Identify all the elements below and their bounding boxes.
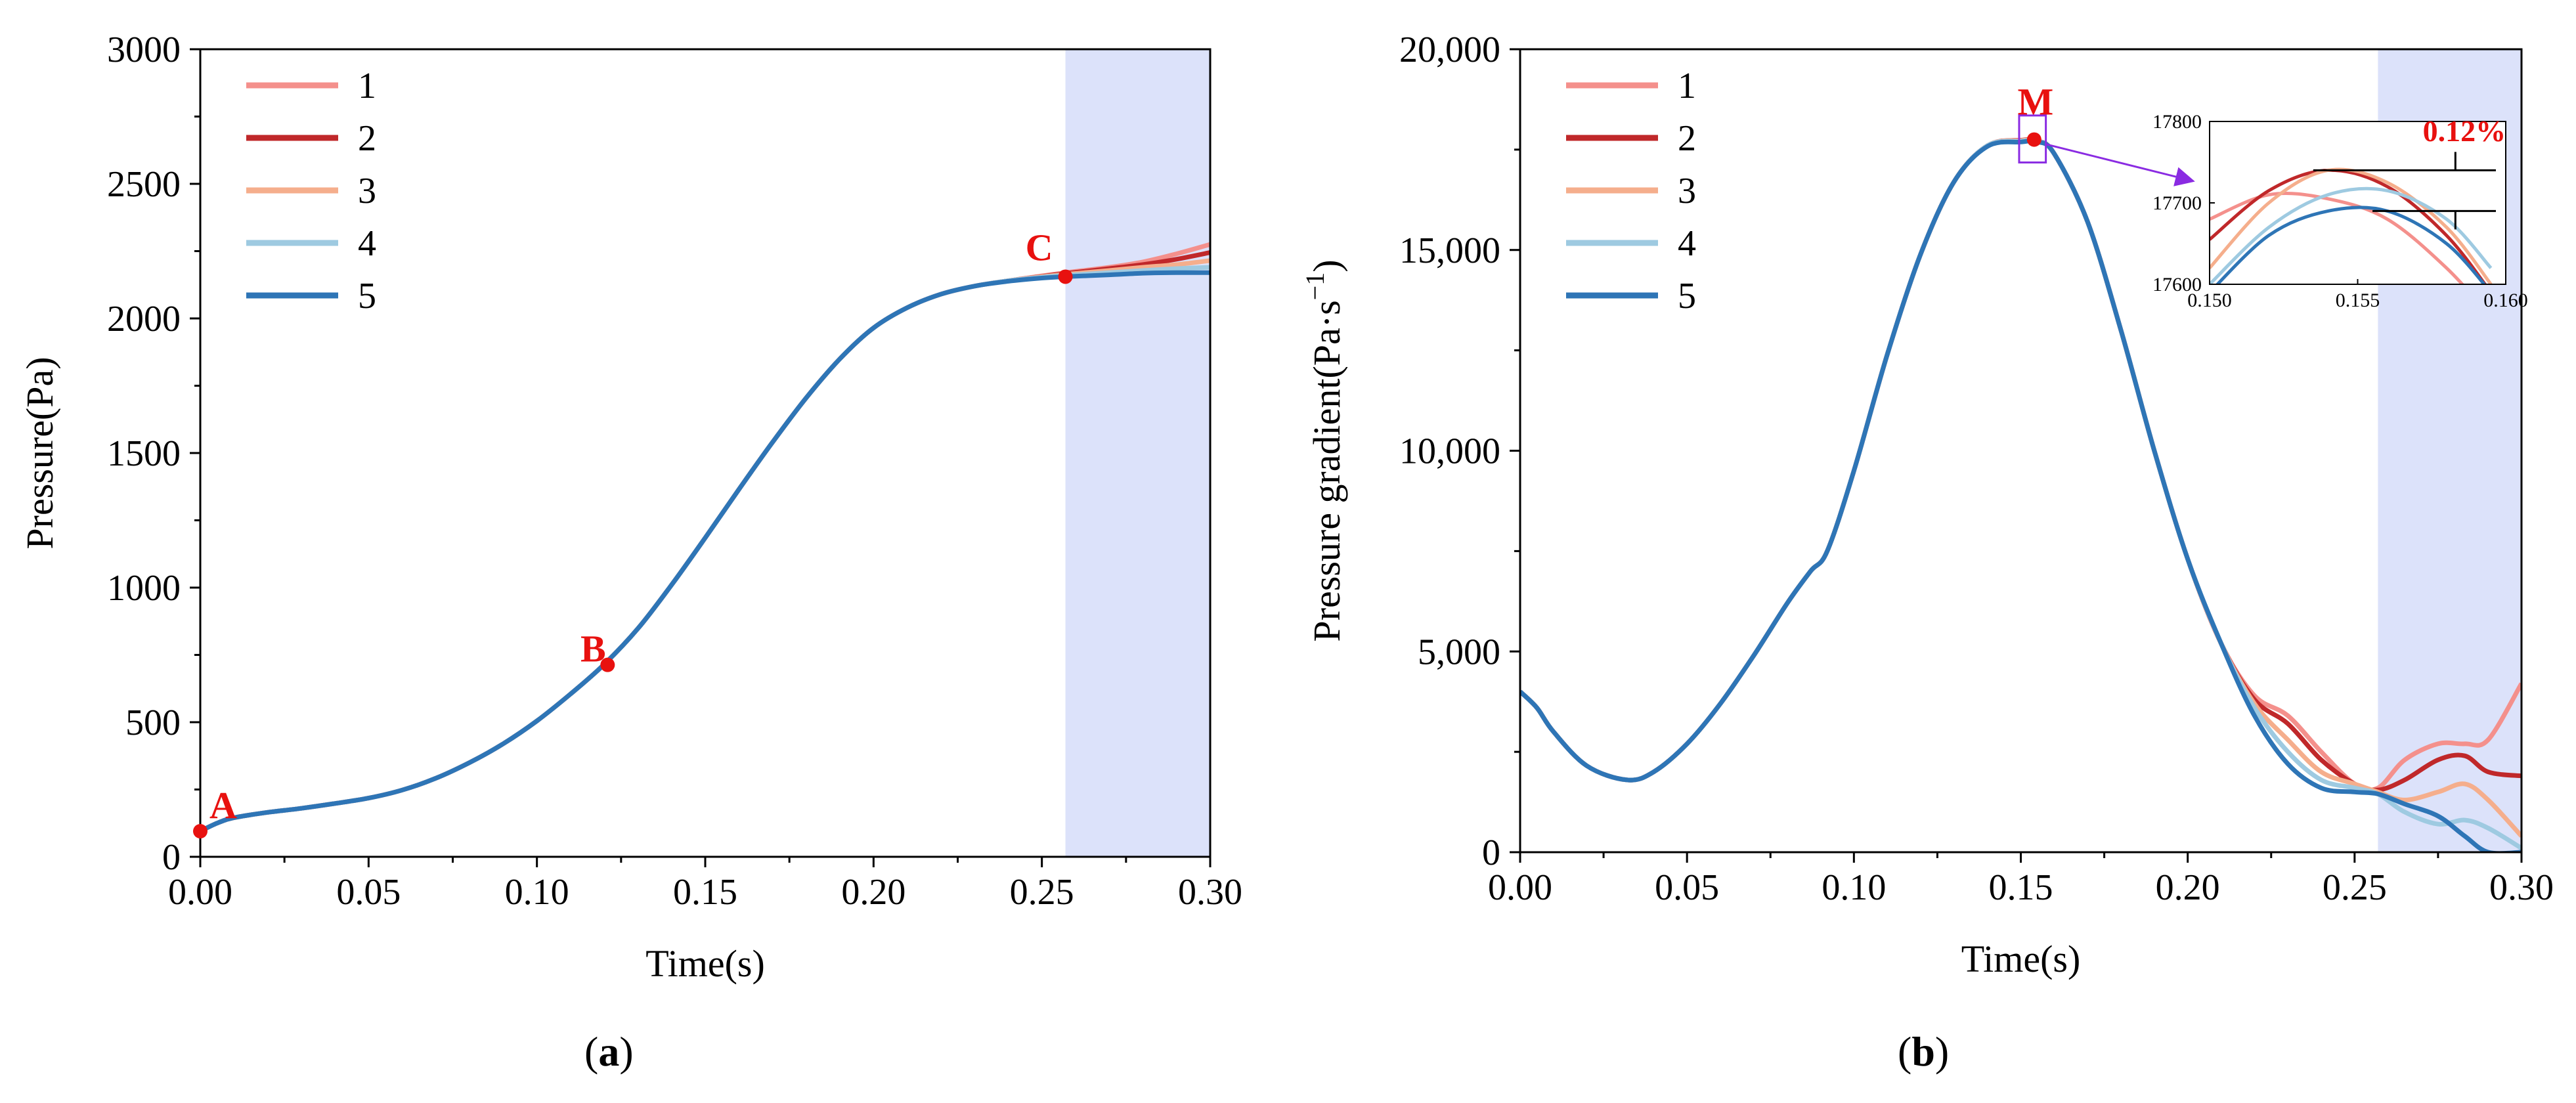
x-tick-label: 0.00: [1488, 867, 1552, 908]
point-label-C: C: [1026, 226, 1053, 269]
point-marker-M: [2026, 132, 2041, 147]
x-tick-label: 0.25: [2323, 867, 2387, 908]
panel-label-b-open: (: [1898, 1028, 1912, 1075]
legend-label-4: 4: [1678, 223, 1696, 264]
series-line-5: [1520, 138, 2521, 852]
y-tick-label: 0: [162, 837, 181, 878]
x-tick-label: 0.10: [1822, 867, 1886, 908]
x-tick-label: 0.00: [168, 872, 232, 913]
legend-label-3: 3: [1678, 171, 1696, 211]
point-marker-B: [600, 657, 615, 672]
x-tick-label: 0.25: [1010, 872, 1074, 913]
point-marker-A: [193, 824, 207, 839]
inset-y-tick-label: 17600: [2152, 274, 2202, 295]
legend-label-2: 2: [1678, 118, 1696, 159]
panel-label-a-open: (: [584, 1028, 599, 1075]
inset-percent-annotation: 0.12%: [2423, 114, 2506, 148]
shaded-region: [1065, 49, 1210, 857]
series-line-3: [200, 258, 1210, 834]
y-tick-label: 0: [1482, 833, 1500, 873]
inset-y-tick-label: 17700: [2152, 192, 2202, 214]
y-axis-label: Pressure(Pa): [18, 357, 61, 549]
b-series-group: [1520, 137, 2521, 852]
y-axis-label: Pressure gradient(Pa·s−1): [1300, 259, 1348, 641]
x-tick-label: 0.20: [841, 872, 906, 913]
y-tick-label: 1500: [107, 433, 181, 474]
chart-pressure: 0.00 0.05 0.10 0.15 0.20 0.25 0.30 0 500 1000 1500…: [18, 30, 1242, 985]
y-tick-label: 500: [125, 703, 181, 743]
x-tick-label: 0.30: [1178, 872, 1242, 913]
y-tick-label: 20,000: [1399, 30, 1500, 70]
inset-y-tick-label: 17800: [2152, 111, 2202, 133]
chart-pressure-gradient: 0.00 0.05 0.10 0.15 0.20 0.25 0.30 0 5,000 10,000…: [1300, 30, 2554, 980]
y-tick-label: 15,000: [1399, 230, 1500, 271]
inset-x-tick-label: 0.160: [2483, 290, 2528, 311]
y-tick-label: 2500: [107, 164, 181, 205]
panel-label-a: (a): [584, 1027, 634, 1076]
y-tick-label: 1000: [107, 568, 181, 609]
x-tick-label: 0.10: [505, 872, 569, 913]
x-tick-label: 0.30: [2489, 867, 2554, 908]
point-marker-C: [1058, 269, 1073, 284]
point-label-A: A: [209, 784, 237, 827]
y-axis-label-text: Pressure(Pa): [18, 357, 61, 549]
legend-label-5: 5: [1678, 276, 1696, 316]
zoom-arrow: [2045, 143, 2195, 186]
y-axis-label-superscript: −1: [1300, 272, 1330, 301]
point-label-M: M: [2017, 81, 2053, 123]
zoom-box: [2018, 114, 2047, 163]
x-axis-label: Time(s): [645, 942, 765, 985]
legend-label-1: 1: [358, 66, 376, 106]
x-tick-label: 0.05: [336, 872, 401, 913]
legend-label-5: 5: [358, 276, 376, 316]
inset-series-line-2: [2210, 168, 2487, 284]
panel-label-b-close: ): [1934, 1028, 1950, 1075]
panel-label-a-letter: a: [598, 1028, 620, 1075]
a-series-group: [200, 242, 1210, 834]
plot-frame: [199, 48, 1212, 858]
panel-label-a-close: ): [619, 1028, 634, 1075]
inset-x-tick-label: 0.150: [2187, 290, 2232, 311]
legend-label-1: 1: [1678, 66, 1696, 106]
x-tick-label: 0.05: [1655, 867, 1719, 908]
y-axis-label-close: ): [1305, 259, 1348, 272]
panel-label-b: (b): [1898, 1027, 1949, 1076]
series-line-4: [200, 265, 1210, 834]
series-line-2: [200, 250, 1210, 834]
point-label-B: B: [580, 628, 606, 670]
x-tick-label: 0.20: [2156, 867, 2220, 908]
y-tick-label: 5,000: [1418, 632, 1500, 672]
legend-label-4: 4: [358, 223, 376, 264]
x-tick-label: 0.15: [673, 872, 737, 913]
legend-label-3: 3: [358, 171, 376, 211]
panel-label-b-letter: b: [1911, 1028, 1935, 1075]
y-tick-label: 10,000: [1399, 431, 1500, 472]
x-axis-label: Time(s): [1961, 938, 2081, 980]
y-tick-label: 2000: [107, 299, 181, 339]
inset-x-tick-label: 0.155: [2336, 290, 2380, 311]
y-tick-label: 3000: [107, 30, 181, 70]
y-axis-label-text: Pressure gradient(Pa·s: [1305, 300, 1348, 641]
series-line-5: [200, 270, 1210, 834]
inset-series-line-5: [2215, 205, 2487, 284]
inset-background: [2210, 121, 2506, 284]
x-tick-label: 0.15: [1989, 867, 2053, 908]
legend-label-2: 2: [358, 118, 376, 159]
inset-series-line-4: [2210, 186, 2493, 284]
